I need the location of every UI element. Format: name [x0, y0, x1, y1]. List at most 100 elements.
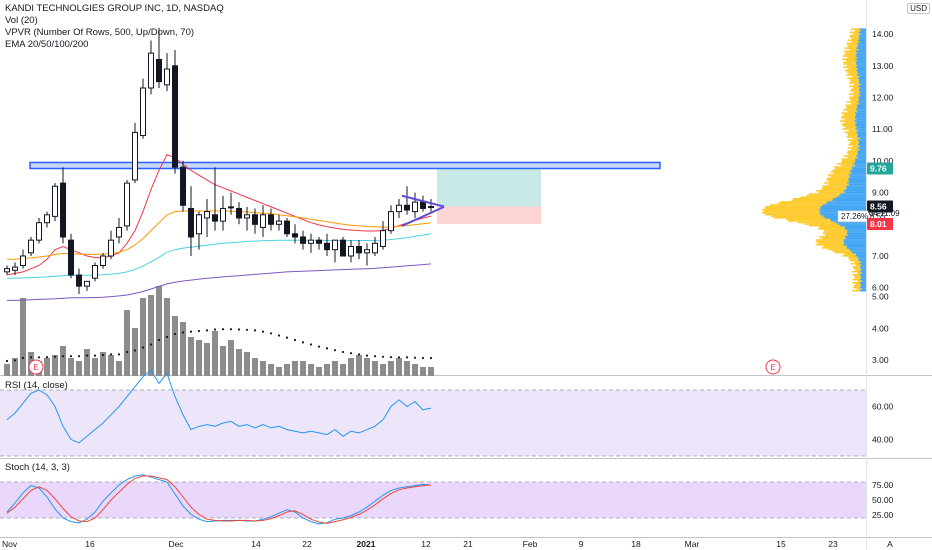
- candle-body: [116, 226, 122, 238]
- volume-bar: [60, 346, 66, 376]
- candle-body: [4, 268, 10, 273]
- volume-bar: [236, 349, 242, 376]
- candle-body: [316, 239, 322, 244]
- candle-body: [188, 207, 194, 238]
- candle-body: [284, 220, 290, 235]
- volume-bar: [20, 298, 26, 376]
- resistance-zone: [29, 161, 661, 170]
- stop-zone: [437, 206, 541, 224]
- candle-body: [44, 214, 50, 224]
- volume-bar: [364, 358, 370, 376]
- volume-ma-dot: [173, 332, 177, 336]
- volume-bar: [204, 343, 210, 376]
- volume-ma-dot: [293, 338, 297, 342]
- candle-body: [196, 214, 202, 235]
- time-tick-label: 15: [776, 539, 786, 549]
- price-tick-label: 11.00: [872, 124, 893, 134]
- volume-tick-label: 4.00: [872, 323, 889, 333]
- stop-price-badge-bg: [867, 217, 893, 230]
- volume-bar: [196, 340, 202, 376]
- currency-label[interactable]: USD: [907, 3, 930, 14]
- candle-body: [308, 239, 314, 244]
- volume-bar: [340, 364, 346, 376]
- volume-ma-dot: [301, 341, 305, 344]
- volume-ma-dot: [381, 355, 385, 358]
- volume-ma-dot: [253, 329, 257, 332]
- candle-body: [236, 207, 242, 219]
- last-price-badge: 8.56: [870, 202, 887, 212]
- ema-lines: [6, 153, 432, 301]
- triangle-lower-line: [401, 205, 445, 227]
- stop-price-badge: 8.01: [870, 219, 887, 229]
- trade-zones: [29, 161, 661, 224]
- volume-ma-dot: [13, 359, 17, 362]
- candle-body: [396, 204, 402, 213]
- candle-body: [20, 255, 26, 267]
- candle-body: [140, 87, 146, 137]
- stoch-label: Stoch (14, 3, 3): [5, 462, 70, 473]
- candle-body: [164, 68, 170, 86]
- time-tick-label: 9: [579, 539, 584, 549]
- volume-bar: [76, 361, 82, 376]
- rsi-label: RSI (14, close): [5, 380, 68, 391]
- volume-ma-dot: [85, 354, 89, 357]
- volume-bar: [156, 286, 162, 376]
- last-price-badge-bg: [867, 200, 893, 213]
- earnings-marker: [765, 359, 781, 375]
- earnings-marker-label: E: [33, 363, 38, 372]
- candle-body: [12, 266, 18, 271]
- volume-bar: [68, 358, 74, 376]
- volume-bar: [388, 361, 394, 376]
- volume-bar: [348, 358, 354, 376]
- volume-bar: [292, 361, 298, 376]
- candle-body: [412, 201, 418, 213]
- stoch-panel: [0, 474, 866, 525]
- earnings-marker: [28, 359, 44, 375]
- ema200-line: [7, 263, 432, 301]
- volume-bar: [12, 358, 18, 376]
- volume-ma-dot: [21, 356, 25, 360]
- legend-ema: EMA 20/50/100/200: [5, 39, 89, 50]
- volume-bar: [356, 355, 362, 376]
- volume-ma-dot: [373, 355, 377, 358]
- volume-ma-dot: [429, 356, 433, 360]
- volume-ma-dot: [245, 328, 249, 331]
- resistance-badge: 9.76: [870, 164, 887, 174]
- volume-ma-dot: [109, 353, 113, 356]
- candle-body: [28, 239, 34, 254]
- candle-body: [180, 166, 186, 206]
- rsi-tick-label: 60.00: [872, 402, 894, 412]
- volume-bar: [380, 364, 386, 376]
- volume-bar: [188, 337, 194, 376]
- volume-bar: [132, 328, 138, 376]
- volume-ma-dot: [413, 356, 417, 359]
- volume-bar: [44, 358, 50, 376]
- candle-body: [124, 182, 130, 227]
- volume-bar: [172, 316, 178, 376]
- countdown-badge: 04:11:09: [869, 209, 900, 218]
- rsi-band: [0, 390, 866, 456]
- time-tick-label: 12: [421, 539, 431, 549]
- volume-ma-dot: [157, 338, 161, 342]
- volume-bar: [276, 367, 282, 376]
- candle-body: [84, 280, 90, 287]
- volume-bar: [140, 298, 146, 376]
- candle-body: [148, 52, 154, 89]
- volume-bar: [260, 361, 266, 376]
- volume-bar: [228, 340, 234, 376]
- candle-body: [36, 222, 42, 241]
- volume-ma-dot: [61, 355, 65, 358]
- candle-body: [268, 214, 274, 225]
- candlesticks[interactable]: [4, 27, 434, 295]
- time-tick-label: Dec: [168, 539, 184, 549]
- volume-bar: [52, 355, 58, 376]
- candle-body: [204, 211, 210, 219]
- chart-legend: KANDI TECHNOLGIES GROUP INC, 1D, NASDAQ …: [5, 3, 224, 51]
- candle-body: [260, 214, 266, 228]
- volume-ma-dot: [325, 347, 329, 350]
- stoch-band: [0, 482, 866, 518]
- volume-bar: [108, 355, 114, 376]
- candle-body: [388, 211, 394, 232]
